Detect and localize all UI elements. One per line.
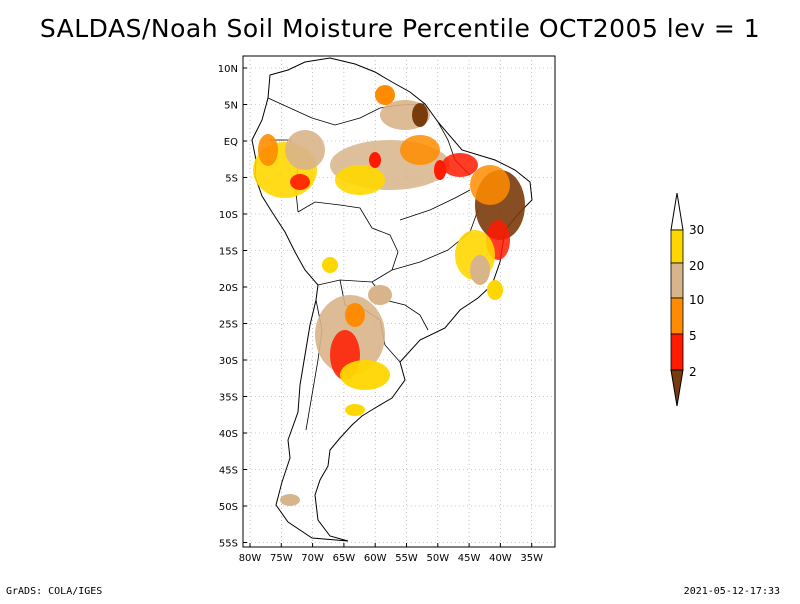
longitude-label: 60W: [364, 553, 387, 564]
latitude-label: 15S: [219, 247, 238, 258]
latitude-label: 10S: [219, 210, 238, 221]
latitude-label: 35S: [219, 393, 238, 404]
longitude-label: 55W: [395, 553, 418, 564]
longitude-label: 75W: [270, 553, 293, 564]
colorbar-swatch-10: [670, 297, 684, 335]
longitude-label: 35W: [520, 553, 543, 564]
colorbar-label: 2: [689, 365, 697, 379]
south-america-outline: [251, 57, 533, 542]
colorbar: 30 20 10 5 2: [670, 193, 704, 407]
latitude-label: 50S: [219, 502, 238, 513]
longitude-label: 50W: [426, 553, 449, 564]
colorbar-label: 5: [689, 329, 697, 343]
colorbar-swatch-5: [670, 333, 684, 371]
longitude-label: 40W: [489, 553, 512, 564]
latitude-label: EQ: [224, 137, 238, 148]
colorbar-label: 20: [689, 259, 704, 273]
longitude-label: 65W: [333, 553, 356, 564]
longitude-labels: 80W 75W 70W 65W 60W 55W 50W 45W 40W 35W: [239, 553, 543, 564]
colorbar-label: 10: [689, 293, 704, 307]
colorbar-swatch-30: [670, 229, 684, 264]
colorbar-bottom-arrow: [670, 369, 684, 407]
colorbar-top-arrow: [670, 193, 684, 231]
longitude-label: 70W: [301, 553, 324, 564]
latitude-label: 5S: [225, 174, 238, 185]
chart-title: SALDAS/Noah Soil Moisture Percentile OCT…: [39, 14, 761, 43]
latitude-labels: 10N 5N EQ 5S 10S 15S 20S 25S 30S 35S 40S 45S 50S 55S: [218, 64, 238, 550]
latitude-label: 55S: [219, 539, 238, 550]
latitude-label: 40S: [219, 429, 238, 440]
longitude-label: 45W: [458, 553, 481, 564]
footer-timestamp: 2021-05-12-17:33: [683, 586, 780, 597]
latitude-label: 30S: [219, 356, 238, 367]
colorbar-label: 30: [689, 223, 704, 237]
latitude-label: 25S: [219, 320, 238, 331]
footer-credit: GrADS: COLA/IGES: [6, 586, 103, 597]
latitude-label: 45S: [219, 466, 238, 477]
percentile-patches: [253, 85, 525, 506]
map-frame: [242, 55, 556, 548]
latitude-label: 20S: [219, 283, 238, 294]
longitude-label: 80W: [239, 553, 262, 564]
latitude-label: 10N: [218, 64, 238, 75]
colorbar-swatch-20: [670, 262, 684, 299]
latitude-label: 5N: [224, 101, 238, 112]
